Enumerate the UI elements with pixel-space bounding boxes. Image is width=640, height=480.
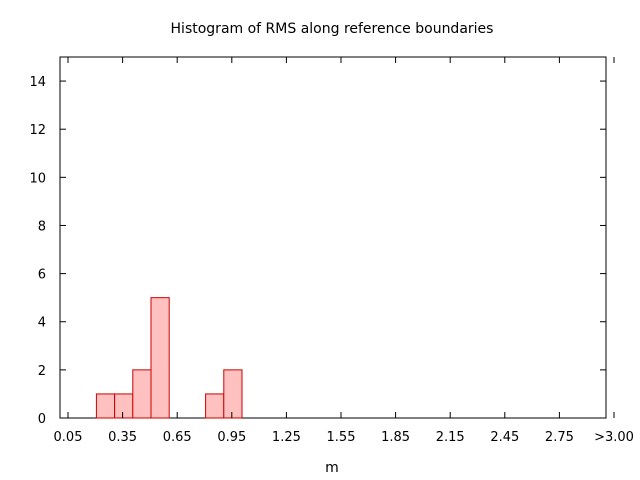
x-tick-label: 2.75 [545,430,574,445]
chart-title: Histogram of RMS along reference boundar… [171,21,494,37]
x-tick-label: >3.00 [594,430,634,445]
x-tick-label: 1.55 [327,430,356,445]
x-tick-label: 2.15 [436,430,465,445]
histogram-bar [150,297,170,419]
x-tick-label: 0.35 [108,430,137,445]
x-tick-label: 1.85 [381,430,410,445]
x-tick-label: 0.05 [54,430,83,445]
x-axis: 0.05 0.35 0.65 0.95 1.25 1.55 1.85 2.15 2.45 2.75… [54,57,634,445]
y-tick-label: 0 [38,412,46,427]
histogram-bar [95,393,116,419]
y-tick-label: 4 [38,316,46,331]
y-axis: 0 2 4 6 8 10 12 14 [29,75,606,427]
plot-frame [59,56,607,419]
x-tick-label: 2.45 [490,430,519,445]
x-axis-label: m [325,460,339,476]
y-tick-label: 10 [29,171,46,186]
y-tick-label: 2 [38,364,46,379]
x-tick-label: 0.95 [217,430,246,445]
y-tick-label: 14 [29,75,46,90]
histogram-bar [114,393,134,419]
x-tick-label: 0.65 [163,430,192,445]
histogram-bar [205,393,225,419]
bars-group [95,297,243,419]
y-tick-label: 12 [29,123,46,138]
y-tick-label: 6 [38,268,46,283]
x-tick-label: 1.25 [272,430,301,445]
y-tick-label: 8 [38,219,46,234]
histogram-bar [223,369,243,419]
plot-border [59,56,607,419]
histogram-bar [132,369,152,419]
